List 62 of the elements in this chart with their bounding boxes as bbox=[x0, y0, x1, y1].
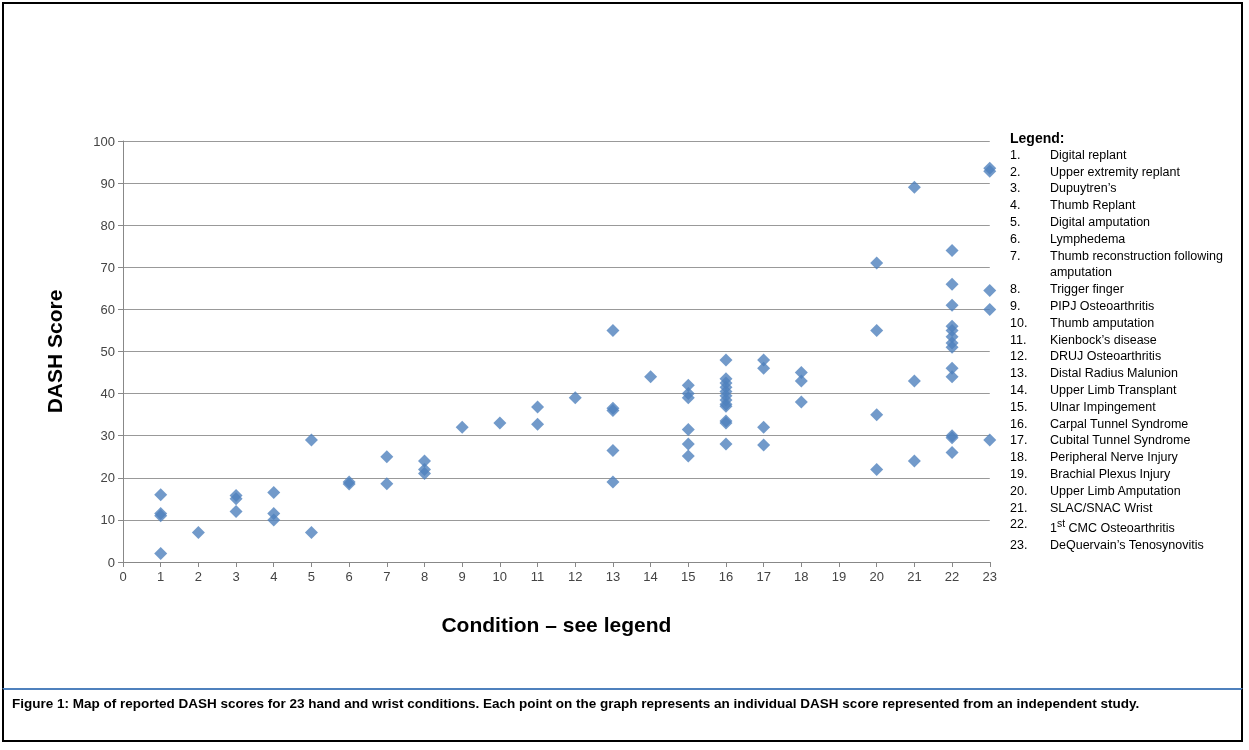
text: 21. SLAC/SNAC Wrist bbox=[1010, 500, 1153, 515]
text: 14. Upper Limb Transplant bbox=[1010, 382, 1177, 397]
x-tick-label: 7 bbox=[383, 569, 391, 584]
x-tick-label: 8 bbox=[420, 569, 429, 584]
text: 4. Thumb Replant bbox=[1010, 198, 1136, 213]
y-tick-label: 40 bbox=[100, 386, 115, 402]
y-tick-label: 30 bbox=[100, 428, 115, 444]
y-axis-title: DASH Score bbox=[43, 289, 66, 414]
x-tick-label: 9 bbox=[458, 569, 466, 584]
text: 13. Distal Radius Malunion bbox=[1010, 366, 1178, 381]
x-tick-label: 11 bbox=[530, 569, 545, 584]
text: 17. Cubital Tunnel Syndrome bbox=[1010, 433, 1191, 448]
y-tick-label: 100 bbox=[93, 133, 115, 149]
x-tick-label: 17 bbox=[756, 569, 771, 584]
y-tick-label: 20 bbox=[100, 470, 115, 486]
text: 20. Upper Limb Amputation bbox=[1010, 483, 1181, 498]
x-tick-label: 0 bbox=[119, 569, 127, 584]
x-tick-label: 4 bbox=[270, 569, 278, 584]
text: 8. Trigger finger bbox=[1010, 282, 1124, 297]
x-tick-label: 1 bbox=[157, 569, 165, 584]
text: 5. Digital amputation bbox=[1010, 214, 1151, 229]
text: Legend: bbox=[1010, 130, 1066, 147]
text: 19. Brachial Plexus Injury bbox=[1010, 466, 1171, 481]
x-tick-label: 13 bbox=[605, 569, 621, 584]
x-tick-label: 18 bbox=[794, 569, 809, 584]
text: 16. Carpal Tunnel Syndrome bbox=[1010, 416, 1189, 431]
x-tick-label: 20 bbox=[869, 569, 884, 584]
text: 18. Peripheral Nerve Injury bbox=[1010, 450, 1178, 465]
x-tick-label: 21 bbox=[907, 569, 922, 584]
y-tick-label: 0 bbox=[107, 554, 115, 570]
x-tick-label: 5 bbox=[307, 569, 316, 584]
y-tick-label: 70 bbox=[100, 259, 115, 275]
x-tick-label: 3 bbox=[232, 569, 240, 584]
x-tick-label: 15 bbox=[681, 569, 696, 584]
text: 12. DRUJ Osteoarthritis bbox=[1010, 349, 1162, 364]
y-tick-label: 50 bbox=[100, 344, 115, 359]
x-tick-label: 22 bbox=[944, 569, 960, 584]
x-tick-label: 12 bbox=[567, 569, 583, 584]
x-tick-label: 16 bbox=[718, 569, 734, 584]
x-tick-label: 2 bbox=[194, 569, 202, 584]
text: 1. Digital replant bbox=[1010, 147, 1127, 162]
x-tick-label: 6 bbox=[345, 569, 353, 584]
text: 11. Kienbock’s disease bbox=[1010, 332, 1157, 347]
text: 9. PIPJ Osteoarthritis bbox=[1010, 298, 1155, 313]
x-tick-label: 19 bbox=[831, 569, 847, 584]
y-tick-label: 10 bbox=[100, 512, 115, 528]
text: 10. Thumb amputation bbox=[1010, 315, 1155, 330]
x-tick-label: 10 bbox=[492, 569, 508, 584]
x-axis-title: Condition – see legend bbox=[441, 613, 672, 636]
y-tick-label: 80 bbox=[100, 217, 115, 233]
x-tick-label: 14 bbox=[643, 569, 658, 584]
text: 22. 1$^{st}$ CMC Osteoarthritis bbox=[1010, 517, 1175, 536]
x-tick-label: 23 bbox=[982, 569, 997, 584]
text: 6. Lymphedema bbox=[1010, 231, 1126, 246]
text: 3. Dupuytren’s bbox=[1010, 181, 1117, 196]
text: 7. Thumb reconstruction following amputation bbox=[1010, 248, 1223, 280]
text: 15. Ulnar Impingement bbox=[1010, 399, 1156, 414]
y-tick-label: 60 bbox=[100, 301, 115, 317]
text: 23. DeQuervain’s Tenosynovitis bbox=[1010, 538, 1204, 553]
caption: Figure 1: Map of reported DASH scores for 23 hand and wrist conditions. Each point on the graph represents an individual DASH score represented from an independent study. bbox=[2, 688, 1243, 742]
y-tick-label: 90 bbox=[100, 175, 115, 191]
text: 2. Upper extremity replant bbox=[1010, 164, 1180, 179]
